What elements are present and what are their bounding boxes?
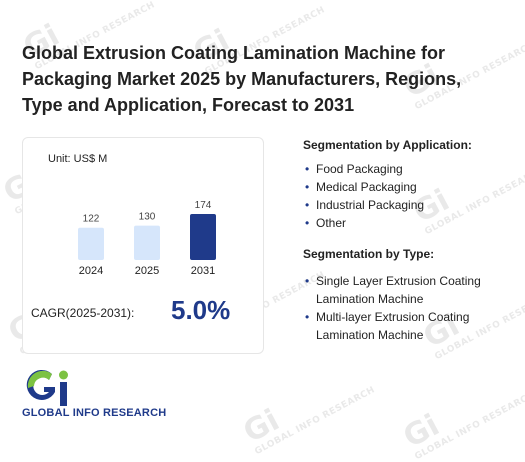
x-tick-label: 2024 bbox=[79, 265, 103, 277]
list-item: Other bbox=[303, 214, 513, 232]
list-item: Medical Packaging bbox=[303, 178, 513, 196]
segmentation-application-heading: Segmentation by Application: bbox=[303, 138, 472, 152]
data-label: 122 bbox=[83, 214, 100, 225]
x-tick-label: 2031 bbox=[191, 265, 215, 277]
list-item: Food Packaging bbox=[303, 160, 513, 178]
bar-2025 bbox=[134, 225, 160, 260]
bar-chart: 122 2024 130 2025 174 2031 bbox=[78, 200, 216, 277]
segmentation-by-type: Segmentation by Type: Single Layer Extru… bbox=[303, 247, 513, 344]
data-label: 174 bbox=[195, 200, 212, 211]
data-label: 130 bbox=[139, 212, 156, 223]
cagr-label: CAGR(2025-2031): bbox=[31, 306, 135, 320]
x-tick-label: 2025 bbox=[135, 265, 159, 277]
chart-card: Unit: US$ M 122 2024 130 2025 174 2031 CAGR(2… bbox=[22, 137, 264, 354]
bar-2031 bbox=[190, 214, 216, 260]
application-list: Food Packaging Medical Packaging Industr… bbox=[303, 160, 513, 232]
cagr-value: 5.0% bbox=[171, 295, 231, 325]
type-list: Single Layer Extrusion Coating Laminatio… bbox=[303, 272, 513, 344]
list-item: Multi-layer Extrusion Coating Lamination… bbox=[303, 308, 513, 344]
unit-label: Unit: US$ M bbox=[48, 153, 108, 165]
company-logo: GLOBAL INFO RESEARCH bbox=[22, 368, 182, 428]
bar-2024 bbox=[78, 227, 104, 260]
gi-logo-icon bbox=[26, 369, 68, 406]
list-item: Industrial Packaging bbox=[303, 196, 513, 214]
list-item: Single Layer Extrusion Coating Laminatio… bbox=[303, 272, 513, 308]
segmentation-type-heading: Segmentation by Type: bbox=[303, 247, 435, 261]
page-title: Global Extrusion Coating Lamination Mach… bbox=[22, 43, 462, 115]
segmentation-by-application: Segmentation by Application: Food Packag… bbox=[303, 138, 513, 232]
logo-text: GLOBAL INFO RESEARCH bbox=[22, 407, 167, 419]
